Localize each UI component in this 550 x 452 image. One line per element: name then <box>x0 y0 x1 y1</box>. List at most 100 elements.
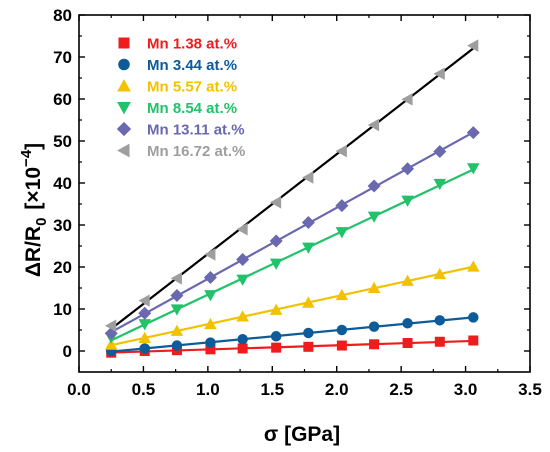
data-point <box>138 294 150 307</box>
data-point <box>301 215 315 229</box>
data-point <box>170 272 182 285</box>
legend-label: Mn 8.54 at.% <box>147 100 237 117</box>
y-tick-label: 60 <box>53 90 72 109</box>
data-point <box>468 312 479 323</box>
data-point <box>237 333 248 345</box>
data-point <box>302 296 315 308</box>
data-point <box>336 340 347 351</box>
legend-item-1: Mn 1.38 at.% <box>118 36 237 53</box>
y-axis-title-close: ] <box>22 143 45 150</box>
data-point <box>467 39 479 52</box>
fit-line-series-4 <box>110 168 474 342</box>
data-point <box>433 145 447 158</box>
data-point <box>203 271 217 284</box>
data-point <box>269 234 283 248</box>
data-point <box>236 222 248 236</box>
data-point <box>303 341 314 352</box>
series-4 <box>104 163 480 344</box>
data-point <box>170 304 184 316</box>
data-point <box>336 324 348 336</box>
y-tick-label: 10 <box>53 300 72 319</box>
data-point <box>433 267 447 280</box>
series-3 <box>104 260 480 350</box>
series-6 <box>104 39 479 333</box>
data-point <box>401 93 413 106</box>
data-point <box>204 317 217 330</box>
y-axis-title-sub: 0 <box>33 218 50 226</box>
axes: 0.0 0.5 1.0 1.5 2.0 2.5 3.0 3.5 0 10 20 30 40 50 60 70 8… <box>53 6 542 399</box>
legend-item-2: Mn 3.44 at.% <box>118 57 237 74</box>
x-tick-label: 0.5 <box>132 380 156 399</box>
data-point <box>335 144 347 158</box>
legend-label: Mn 5.57 at.% <box>147 79 237 96</box>
legend-label: Mn 3.44 at.% <box>147 57 237 74</box>
data-point <box>335 199 349 213</box>
data-point <box>402 318 413 329</box>
y-axis-title: ΔR/R0 [×10−4] <box>18 143 50 277</box>
data-point <box>401 162 415 176</box>
x-tick-label: 2.0 <box>325 380 349 399</box>
data-point <box>104 338 118 350</box>
data-point <box>236 252 250 266</box>
y-tick-label: 50 <box>53 132 72 151</box>
legend-marker <box>118 58 130 71</box>
x-axis-title: σ [GPa] <box>264 423 340 446</box>
data-point <box>205 337 216 348</box>
x-tick-label: 2.5 <box>389 380 413 399</box>
plot-area <box>104 39 480 358</box>
data-point <box>434 315 446 326</box>
data-point <box>402 338 413 349</box>
data-point <box>270 331 282 342</box>
data-point <box>466 126 480 140</box>
data-point <box>138 319 151 331</box>
data-point <box>369 339 380 350</box>
data-point <box>367 118 380 132</box>
data-point <box>171 340 183 351</box>
data-point <box>467 260 480 272</box>
fit-line-series-5 <box>110 131 474 334</box>
data-point <box>138 331 151 343</box>
data-point <box>302 242 315 254</box>
data-point <box>236 310 249 322</box>
axis-titles: σ [GPa] ΔR/R0[×10−4] <box>18 143 340 446</box>
fit-line-series-2 <box>111 316 474 353</box>
data-point <box>335 227 349 239</box>
data-point <box>139 343 150 354</box>
legend-label: Mn 13.11 at.% <box>147 122 245 139</box>
data-point <box>204 248 216 261</box>
y-tick-label: 0 <box>63 342 72 361</box>
data-point <box>468 335 479 346</box>
legend-label: Mn 1.38 at.% <box>147 36 237 53</box>
legend-item-3: Mn 5.57 at.% <box>117 79 237 96</box>
legend-marker <box>117 143 130 158</box>
data-point <box>433 178 447 191</box>
y-tick-label: 80 <box>53 6 72 25</box>
data-point <box>205 344 216 355</box>
legend-marker <box>117 102 131 115</box>
data-point <box>401 274 414 286</box>
data-point <box>269 258 283 270</box>
y-tick-label: 70 <box>53 48 72 67</box>
x-tick-label: 3.5 <box>518 380 542 399</box>
data-point <box>138 306 152 320</box>
data-point <box>367 281 381 293</box>
x-tick-label: 0.0 <box>67 380 91 399</box>
fit-line-series-3 <box>110 265 474 347</box>
y-tick-label: 40 <box>53 174 72 193</box>
y-axis-title-unit: [×10 <box>22 167 45 210</box>
legend-label: Mn 16.72 at.% <box>147 143 245 160</box>
data-point <box>269 196 282 209</box>
y-axis-title-main: ΔR/R <box>22 226 45 277</box>
fit-line-series-1 <box>111 339 474 354</box>
data-point <box>104 319 117 333</box>
legend-item-4: Mn 8.54 at.% <box>117 100 237 117</box>
legend-item-6: Mn 16.72 at.% <box>117 143 245 160</box>
legend-item-5: Mn 13.11 at.% <box>116 121 245 139</box>
x-tick-label: 1.0 <box>196 380 220 399</box>
legend: Mn 1.38 at.% Mn 3.44 at.% Mn 5.57 at.% Mn 8… <box>116 36 245 160</box>
data-point <box>467 163 480 175</box>
data-point <box>433 67 445 81</box>
data-point <box>303 327 314 339</box>
legend-marker <box>116 121 132 137</box>
